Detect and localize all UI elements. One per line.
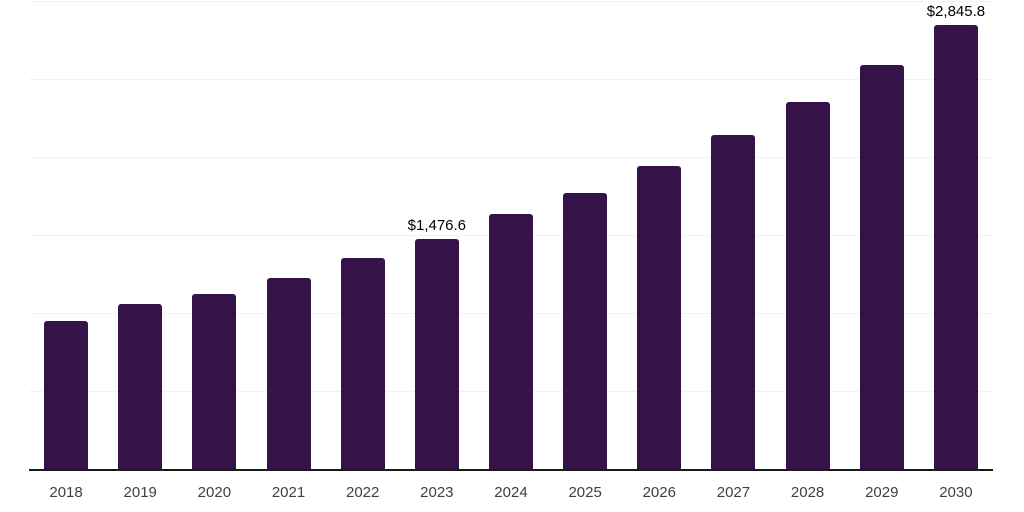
x-tick-label-2029: 2029: [865, 484, 899, 501]
x-tick-label-2021: 2021: [271, 484, 306, 501]
x-tick-label-2026: 2026: [642, 484, 676, 501]
bar-column-2020: [177, 1, 251, 469]
x-tick-label-2027: 2027: [716, 484, 751, 501]
bar-2018: [44, 321, 89, 469]
x-tick-label-2025: 2025: [568, 484, 602, 501]
bar-column-2018: [29, 1, 103, 469]
bar-column-2028: [771, 1, 845, 469]
bar-column-2029: [845, 1, 919, 469]
bar-column-2022: [326, 1, 400, 469]
bar-column-2023: $1,476.6: [400, 1, 474, 469]
bar-column-2027: [696, 1, 770, 469]
bar-column-2025: [548, 1, 622, 469]
gridline: [29, 157, 993, 158]
data-label-2023: $1,476.6: [407, 216, 467, 234]
bar-2028: [785, 101, 830, 469]
gridline: [29, 79, 993, 80]
bar-2030: [933, 25, 978, 469]
x-axis-line: [29, 469, 993, 471]
bar-2019: [118, 303, 163, 469]
bar-2025: [563, 192, 608, 469]
bar-2023: [414, 238, 459, 469]
gridline: [29, 1, 993, 2]
x-axis-labels: 2018 2019 2020 2021 2022 2023 2024 2025 2026 2027…: [29, 484, 993, 504]
plot-area: $1,476.6 $2,845.8: [29, 1, 993, 471]
x-tick-label-2020: 2020: [197, 484, 232, 501]
x-tick-label-2030: 2030: [939, 484, 973, 501]
bar-column-2021: [251, 1, 325, 469]
bar-column-2019: [103, 1, 177, 469]
bar-2020: [192, 293, 237, 469]
bar-2029: [859, 65, 904, 469]
bar-2021: [266, 277, 311, 469]
bar-column-2024: [474, 1, 548, 469]
bar-2026: [637, 166, 682, 469]
bar-column-2030: $2,845.8: [919, 1, 993, 469]
bar-2027: [711, 135, 756, 469]
bar-2022: [340, 257, 385, 469]
x-tick-label-2019: 2019: [123, 484, 157, 501]
x-tick-label-2022: 2022: [345, 484, 380, 501]
x-tick-label-2018: 2018: [49, 484, 83, 501]
x-tick-label-2028: 2028: [790, 484, 825, 501]
x-tick-label-2024: 2024: [494, 484, 528, 501]
data-label-2030: $2,845.8: [926, 3, 986, 21]
x-tick-label-2023: 2023: [420, 484, 454, 501]
bar-2024: [488, 214, 533, 469]
bar-column-2026: [622, 1, 696, 469]
